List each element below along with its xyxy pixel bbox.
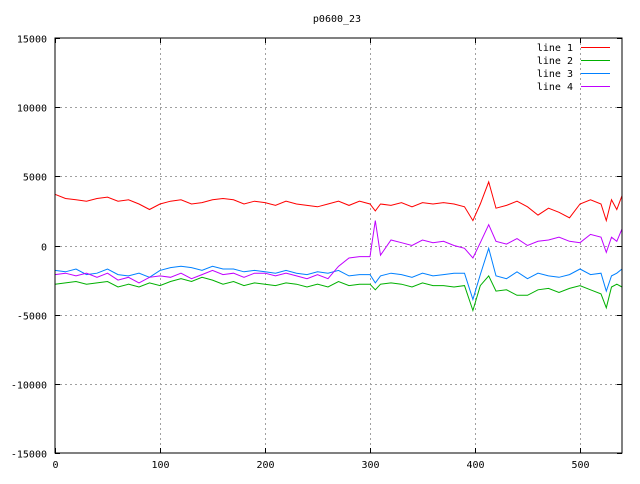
series-lines xyxy=(54,180,623,313)
y-tick-label: 15000 xyxy=(17,35,47,46)
x-tick-label: 400 xyxy=(466,460,484,471)
series-line-4 xyxy=(54,220,623,284)
y-tick-label: 5000 xyxy=(23,173,47,184)
y-tick-label: -5000 xyxy=(17,312,47,323)
grid-lines xyxy=(55,38,622,453)
x-tick-label: 0 xyxy=(52,460,58,471)
series-line-3 xyxy=(54,246,623,302)
series-line-2 xyxy=(54,274,623,313)
x-tick-label: 300 xyxy=(361,460,379,471)
series-line-1 xyxy=(54,180,623,223)
x-tick-label: 500 xyxy=(571,460,589,471)
axis-ticks: 0 100 200 300 400 500 15000 10000 5000 0 -5000 -100… xyxy=(11,35,622,471)
y-tick-label: 0 xyxy=(41,243,47,254)
legend-label-4: line 4 xyxy=(537,82,573,93)
legend-label-3: line 3 xyxy=(537,69,573,80)
legend: line 1 line 2 line 3 line 4 xyxy=(537,43,610,93)
x-tick-label: 200 xyxy=(256,460,274,471)
y-tick-label: -10000 xyxy=(11,381,47,392)
legend-label-1: line 1 xyxy=(537,43,573,54)
chart-title: p0600_23 xyxy=(313,14,361,25)
x-tick-label: 100 xyxy=(151,460,169,471)
legend-label-2: line 2 xyxy=(537,56,573,67)
y-tick-label: -15000 xyxy=(11,450,47,461)
plot-frame xyxy=(54,37,623,454)
y-tick-label: 10000 xyxy=(17,104,47,115)
